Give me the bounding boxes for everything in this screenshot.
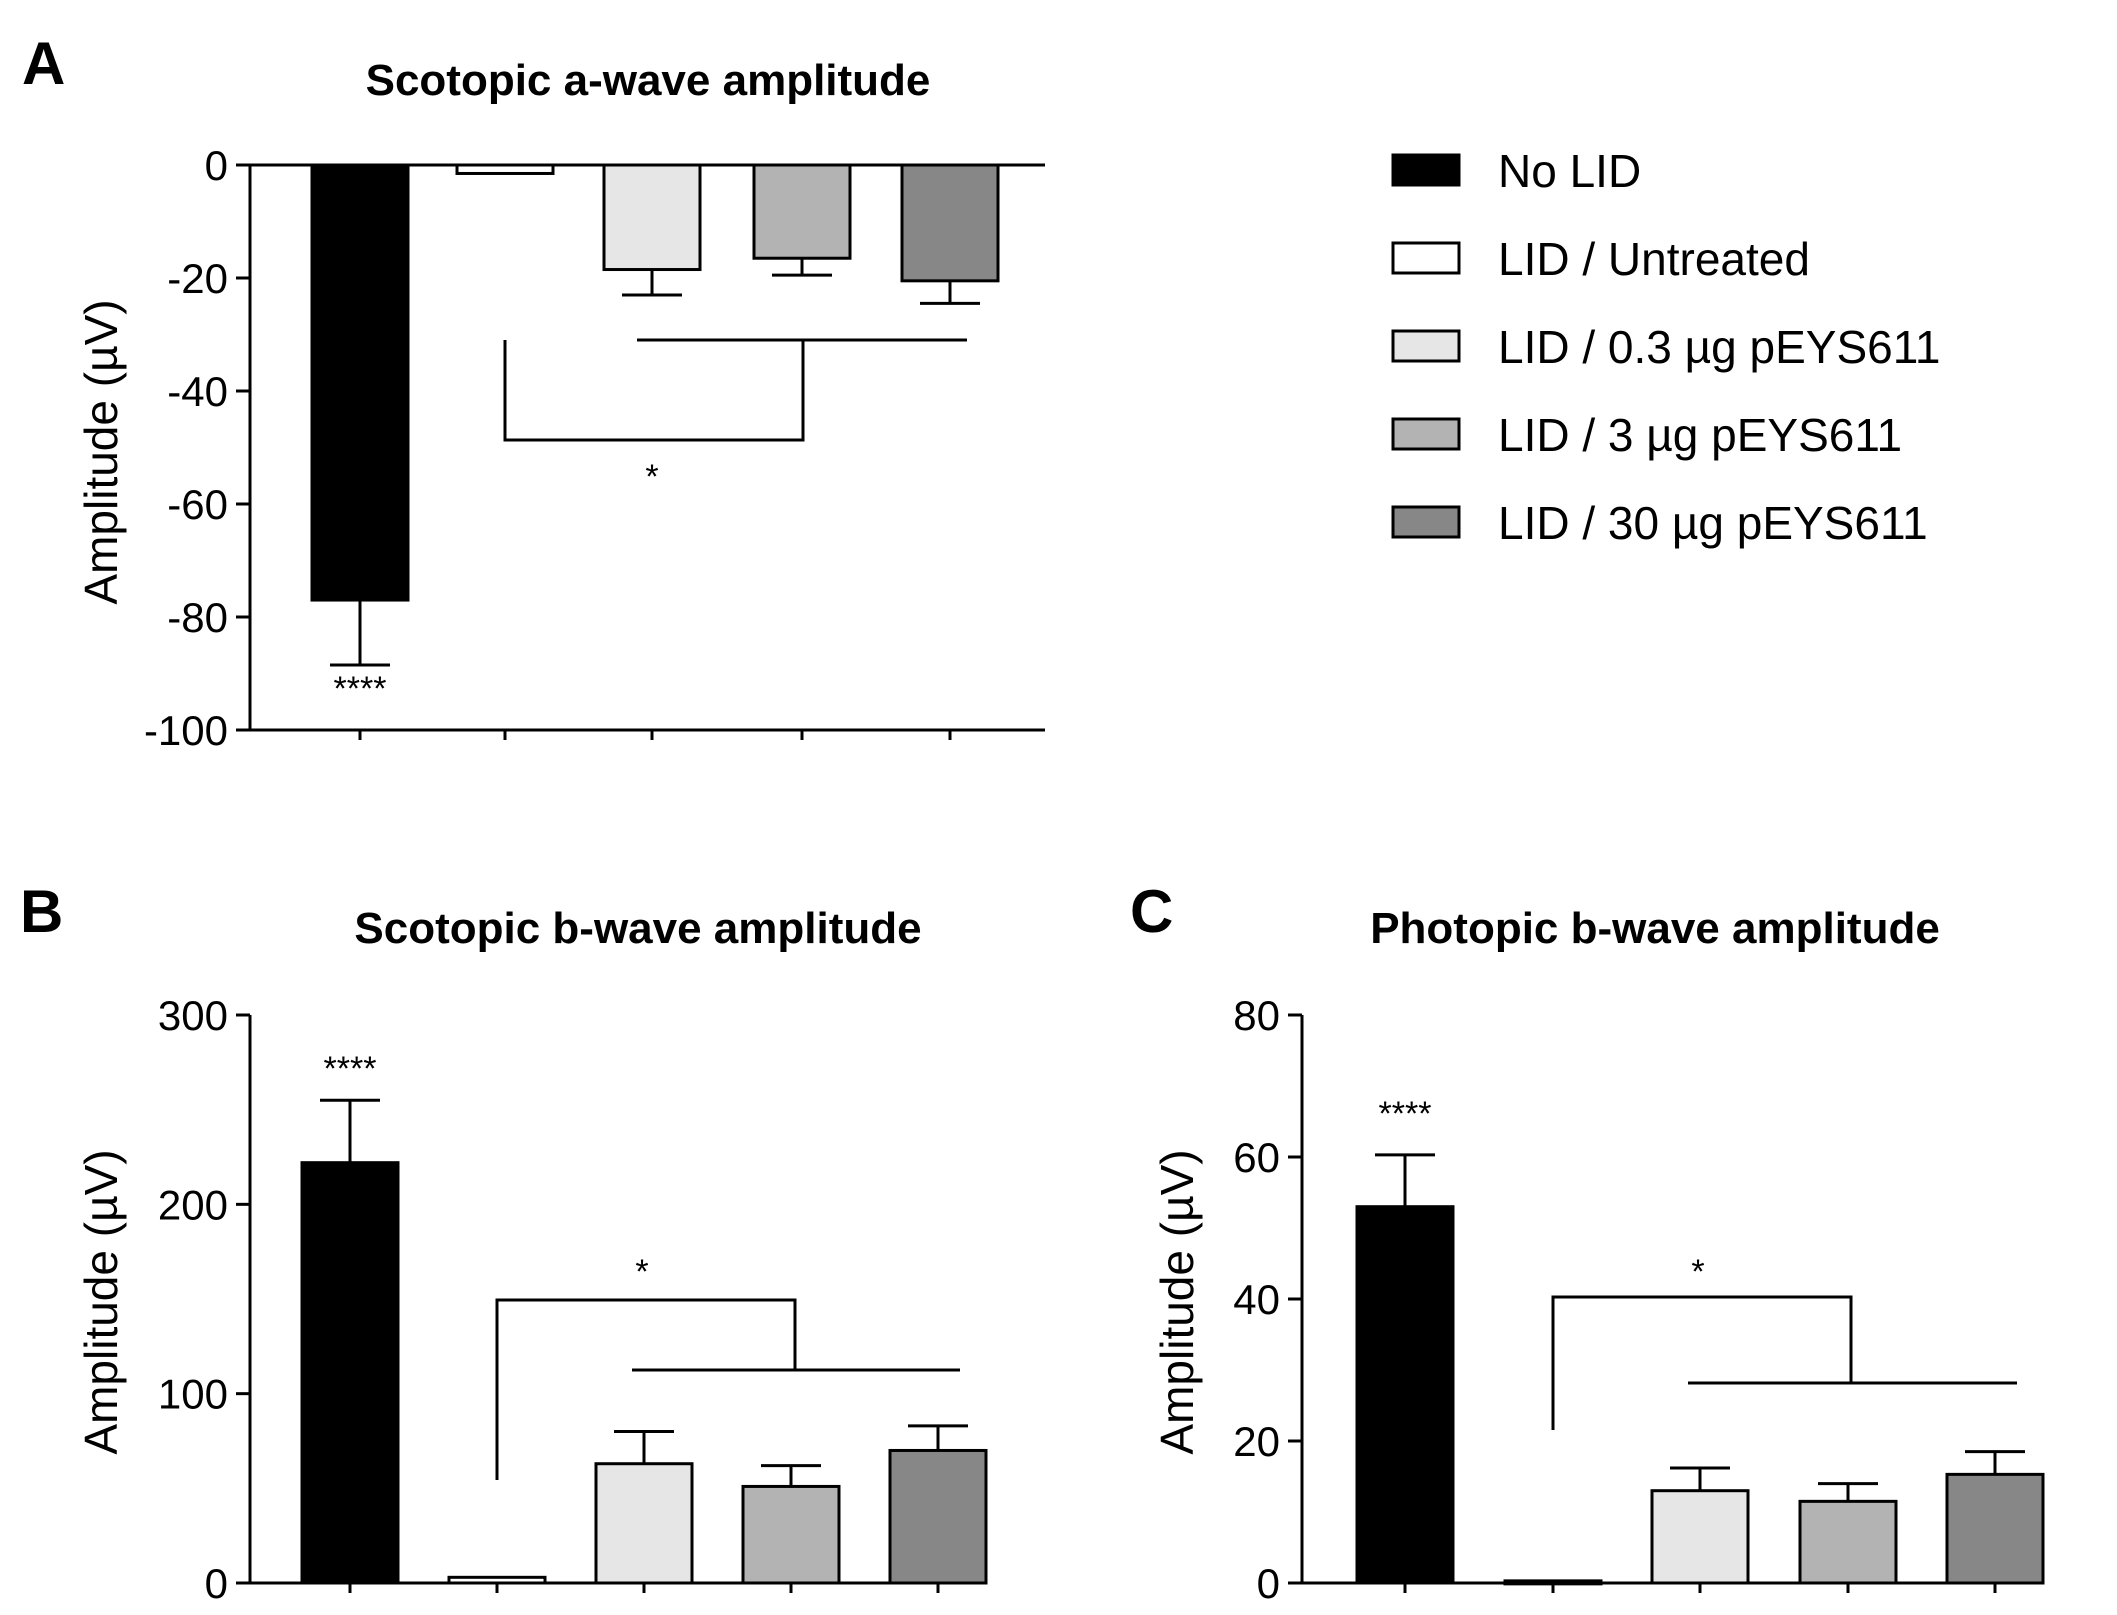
y-tick-label: -60	[167, 481, 228, 528]
y-tick-label: 200	[158, 1181, 228, 1228]
legend-swatch	[1391, 241, 1461, 275]
panel-a: A Scotopic a-wave amplitude Amplitude (µ…	[22, 30, 1045, 754]
chart-title-b: Scotopic b-wave amplitude	[354, 904, 921, 953]
legend-label: LID / 30 µg pEYS611	[1498, 497, 1928, 549]
y-axis-label-a: Amplitude (µV)	[75, 299, 127, 604]
significance-bracket-a	[503, 338, 967, 442]
bars-a	[310, 163, 1000, 667]
panel-letter-c: C	[1130, 878, 1173, 945]
significance-star-no-lid-c: ****	[1379, 1095, 1432, 1133]
y-tick-label: 40	[1233, 1276, 1280, 1323]
significance-b: * ****	[324, 1050, 960, 1480]
legend-swatch	[1391, 505, 1461, 539]
bar-c-4	[1798, 1499, 1898, 1585]
bar-a-1	[310, 163, 410, 602]
legend-item: LID / Untreated	[1391, 233, 1810, 285]
bar-a-3	[602, 163, 702, 272]
significance-c: * ****	[1379, 1095, 2017, 1430]
panel-b: B Scotopic b-wave amplitude Amplitude (µ…	[20, 878, 988, 1607]
bar-b-3	[594, 1462, 694, 1585]
y-axis-label-b: Amplitude (µV)	[75, 1149, 127, 1454]
bar-c-5	[1945, 1472, 2045, 1585]
panel-letter-a: A	[22, 30, 65, 97]
y-tick-label: -40	[167, 368, 228, 415]
bar-b-4	[741, 1484, 841, 1585]
y-ticks-c: 0 20 40 60 80	[1233, 992, 2030, 1607]
y-tick-label: 0	[205, 1560, 228, 1607]
bar-b-2	[447, 1575, 547, 1585]
panel-letter-b: B	[20, 878, 63, 945]
significance-star-a: *	[645, 458, 658, 496]
y-tick-label: 100	[158, 1371, 228, 1418]
legend-label: No LID	[1498, 145, 1641, 197]
legend-item: No LID	[1391, 145, 1641, 197]
bar-a-2	[455, 163, 555, 175]
bars-c	[1355, 1153, 2045, 1586]
bar-a-4	[752, 163, 852, 260]
significance-a: * ****	[334, 338, 967, 708]
bar-c-2	[1503, 1579, 1603, 1586]
legend-swatch	[1391, 417, 1461, 451]
panel-c: C Photopic b-wave amplitude Amplitude (µ…	[1130, 878, 2045, 1607]
significance-bracket-b	[495, 1298, 960, 1480]
bar-b-1	[300, 1161, 400, 1585]
y-tick-label: 300	[158, 992, 228, 1039]
chart-title-a: Scotopic a-wave amplitude	[366, 56, 931, 105]
legend-label: LID / Untreated	[1498, 233, 1810, 285]
y-tick-label: -80	[167, 594, 228, 641]
legend-item: LID / 30 µg pEYS611	[1391, 497, 1928, 549]
bar-c-1	[1355, 1205, 1455, 1585]
y-tick-label: 0	[205, 142, 228, 189]
legend-item: LID / 0.3 µg pEYS611	[1391, 321, 1940, 373]
y-tick-label: 60	[1233, 1134, 1280, 1181]
significance-star-b: *	[635, 1253, 648, 1291]
significance-star-no-lid-b: ****	[324, 1050, 377, 1088]
y-tick-label: 0	[1257, 1560, 1280, 1607]
significance-star-c: *	[1691, 1253, 1704, 1291]
bar-c-3	[1650, 1489, 1750, 1585]
significance-bracket-c	[1551, 1295, 2017, 1430]
legend-label: LID / 3 µg pEYS611	[1498, 409, 1902, 461]
bar-a-5	[900, 163, 1000, 283]
legend-label: LID / 0.3 µg pEYS611	[1498, 321, 1940, 373]
y-tick-label: -100	[144, 707, 228, 754]
y-tick-label: 20	[1233, 1418, 1280, 1465]
chart-title-c: Photopic b-wave amplitude	[1370, 904, 1940, 953]
legend-swatch	[1391, 329, 1461, 363]
legend: No LID LID / Untreated LID / 0.3 µg pEYS…	[1391, 145, 1940, 549]
bars-b	[300, 1098, 988, 1585]
bar-b-5	[888, 1448, 988, 1585]
significance-star-no-lid-a: ****	[334, 670, 387, 708]
legend-swatch	[1391, 153, 1461, 187]
legend-item: LID / 3 µg pEYS611	[1391, 409, 1902, 461]
y-tick-label: -20	[167, 255, 228, 302]
y-ticks-a: 0 -20 -40 -60 -80 -100	[144, 142, 1045, 754]
y-axis-label-c: Amplitude (µV)	[1151, 1149, 1203, 1454]
y-tick-label: 80	[1233, 992, 1280, 1039]
